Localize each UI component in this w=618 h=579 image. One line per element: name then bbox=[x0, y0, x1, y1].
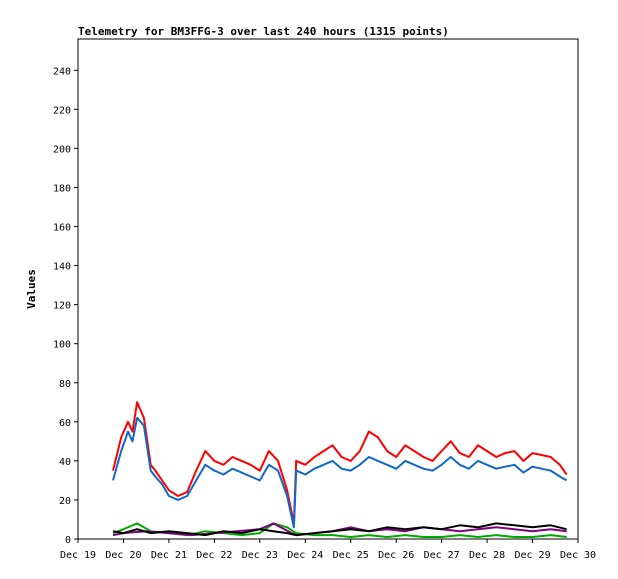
y-tick-label: 220 bbox=[53, 105, 71, 116]
x-tick-label: Dec 25 bbox=[333, 550, 369, 561]
y-tick-label: 240 bbox=[53, 66, 71, 77]
y-tick-label: 180 bbox=[53, 183, 71, 194]
y-tick-label: 140 bbox=[53, 262, 71, 273]
y-tick-label: 20 bbox=[59, 496, 71, 507]
series-line-1 bbox=[112, 401, 568, 525]
x-tick-label: Dec 29 bbox=[514, 550, 550, 561]
y-tick-label: 60 bbox=[59, 418, 71, 429]
y-tick-label: 200 bbox=[53, 144, 71, 155]
series-line-5 bbox=[112, 522, 567, 537]
x-tick-label: Dec 20 bbox=[105, 550, 141, 561]
y-tick-label: 40 bbox=[59, 457, 71, 468]
x-tick-label: Dec 30 bbox=[560, 550, 596, 561]
x-tick-label: Dec 27 bbox=[424, 550, 460, 561]
series-line-2 bbox=[112, 416, 568, 529]
y-tick-label: 100 bbox=[53, 340, 71, 351]
x-axis: Dec 19 Dec 20 Dec 21 Dec 22 Dec 23 Dec 24 Dec … bbox=[60, 539, 596, 561]
y-tick-label: 80 bbox=[59, 379, 71, 390]
x-tick-label: Dec 19 bbox=[60, 550, 96, 561]
x-tick-label: Dec 21 bbox=[151, 550, 187, 561]
y-axis: 0 20 40 60 80 100 120 140 160 180 200 220 240 bbox=[53, 66, 78, 546]
y-axis-label: Values bbox=[25, 269, 38, 309]
y-tick-label: 120 bbox=[53, 301, 71, 312]
chart-title: Telemetry for BM3FFG-3 over last 240 hou… bbox=[78, 25, 449, 38]
plot-area bbox=[77, 38, 579, 540]
series-layer bbox=[112, 401, 568, 538]
x-tick-label: Dec 26 bbox=[378, 550, 414, 561]
y-tick-label: 160 bbox=[53, 223, 71, 234]
x-tick-label: Dec 22 bbox=[196, 550, 232, 561]
x-tick-label: Dec 28 bbox=[469, 550, 505, 561]
y-tick-label: 0 bbox=[65, 535, 71, 546]
x-tick-label: Dec 23 bbox=[242, 550, 278, 561]
x-tick-label: Dec 24 bbox=[287, 550, 323, 561]
